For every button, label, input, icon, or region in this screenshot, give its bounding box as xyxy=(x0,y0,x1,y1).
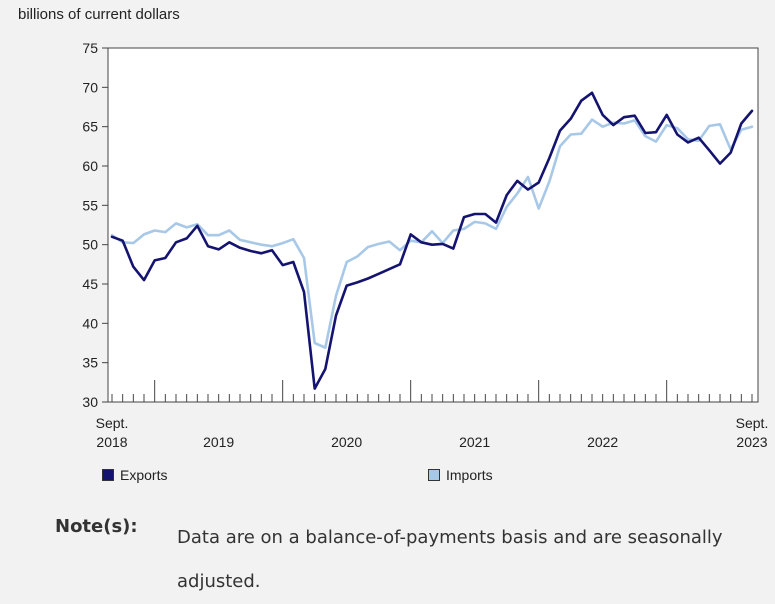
line-chart: 30 35 40 45 50 55 60 65 70 75 Sept. 2018 2019 2020 20… xyxy=(82,40,769,450)
y-tick-label: 60 xyxy=(82,158,98,174)
y-tick-label: 75 xyxy=(82,40,98,56)
exports-swatch xyxy=(102,469,114,481)
y-tick-label: 45 xyxy=(82,276,98,292)
x-axis: Sept. 2018 2019 2020 2021 2022 Sept. 2023 xyxy=(96,380,769,450)
y-tick-label: 70 xyxy=(82,79,98,95)
notes-text: Data are on a balance-of-payments basis … xyxy=(177,527,723,592)
y-tick-label: 30 xyxy=(82,394,98,410)
notes-label: Note(s): xyxy=(55,516,138,537)
x-tick-label-line1: Sept. xyxy=(736,415,769,431)
y-tick-label: 40 xyxy=(82,315,98,331)
legend-item-exports[interactable]: Exports xyxy=(102,467,167,483)
y-tick-label: 55 xyxy=(82,197,98,213)
y-tick-label: 35 xyxy=(82,355,98,371)
x-tick-label: 2021 xyxy=(459,434,490,450)
x-tick-label: 2023 xyxy=(736,434,767,450)
plot-area xyxy=(107,47,759,403)
y-axis: 30 35 40 45 50 55 60 65 70 75 xyxy=(82,40,108,410)
legend-label-imports: Imports xyxy=(446,467,493,483)
series-layer xyxy=(110,91,754,390)
x-tick-label: 2019 xyxy=(203,434,234,450)
exports-line xyxy=(110,91,754,390)
legend-item-imports[interactable]: Imports xyxy=(428,467,493,483)
y-tick-label: 65 xyxy=(82,119,98,135)
x-tick-label: 2022 xyxy=(587,434,618,450)
x-tick-label: 2018 xyxy=(96,434,127,450)
x-tick-label-line1: Sept. xyxy=(96,415,129,431)
y-axis-unit-label: billions of current dollars xyxy=(18,6,180,23)
legend-label-exports: Exports xyxy=(120,467,168,483)
imports-swatch xyxy=(428,469,440,481)
y-tick-label: 50 xyxy=(82,237,98,253)
imports-line xyxy=(110,118,754,350)
x-tick-label: 2020 xyxy=(331,434,362,450)
